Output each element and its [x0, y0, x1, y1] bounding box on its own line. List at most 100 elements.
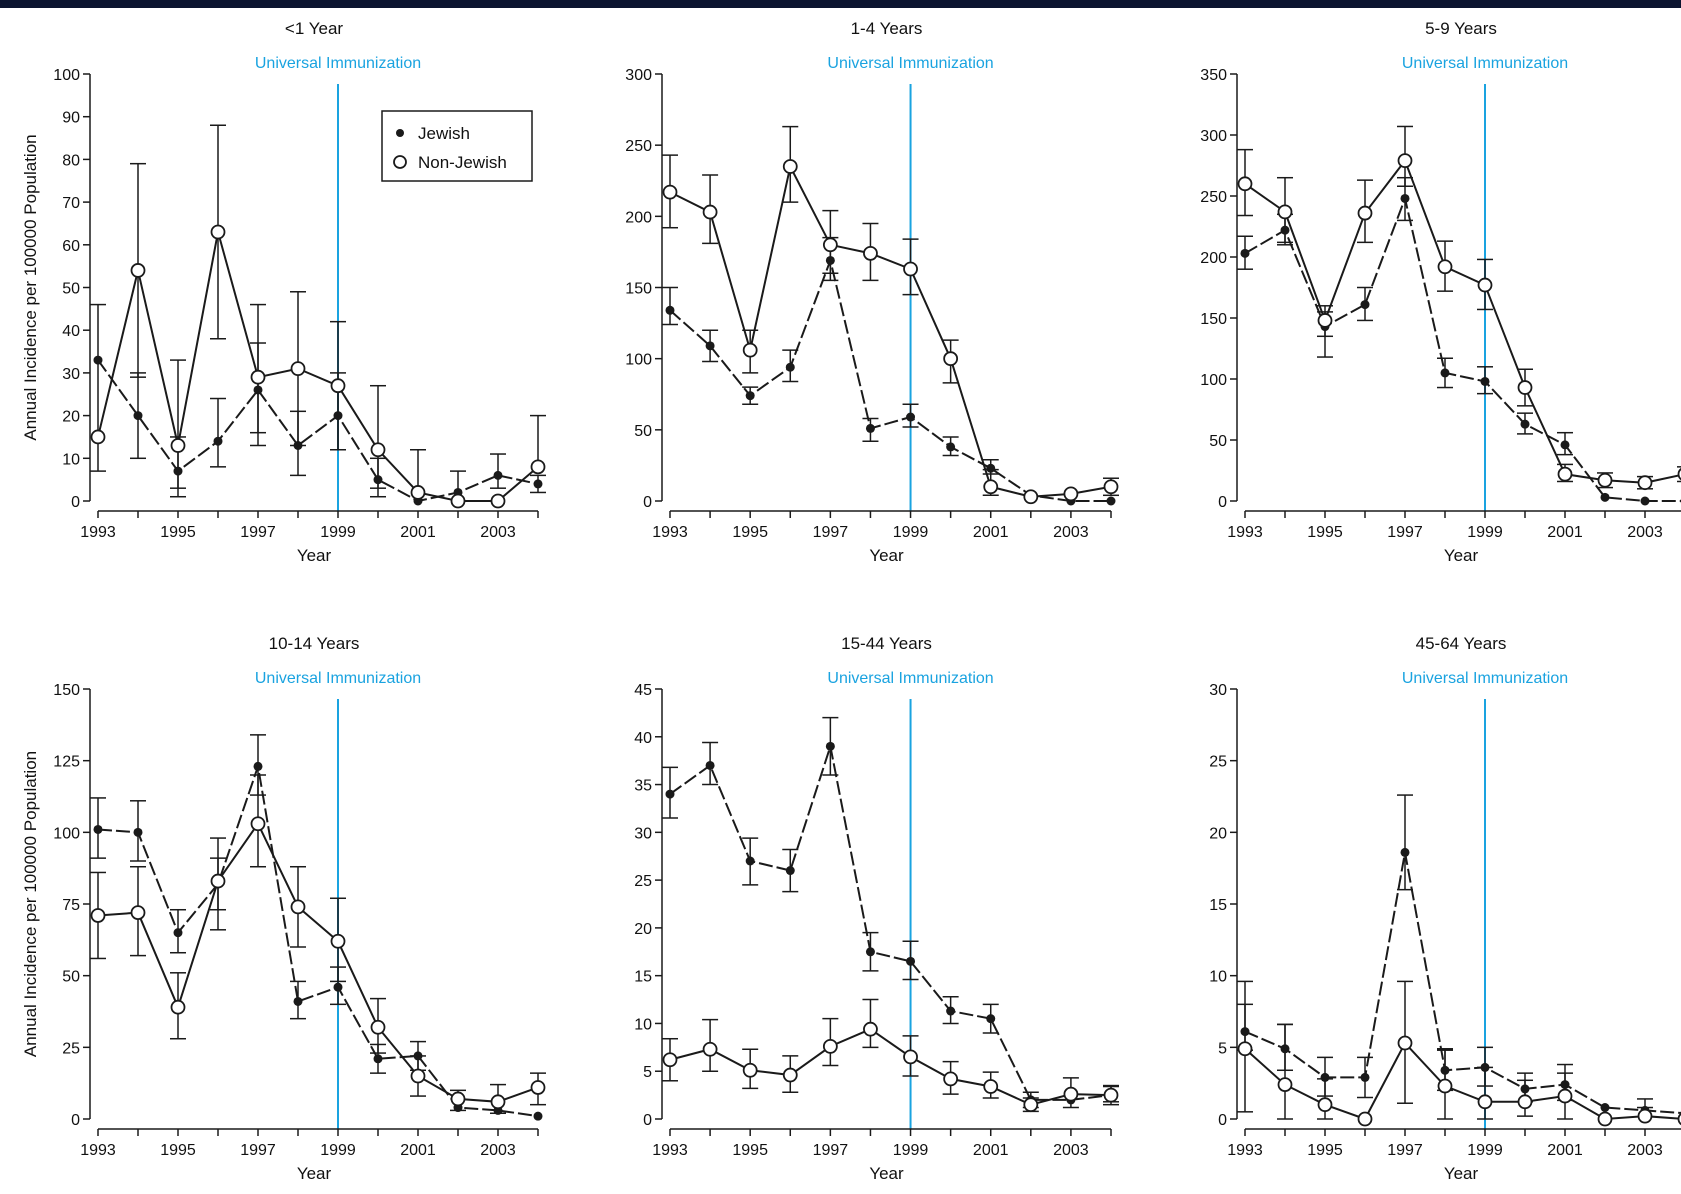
data-point [745, 391, 755, 401]
x-tick-label: 2003 [1627, 1142, 1663, 1159]
y-tick-label: 75 [62, 897, 80, 914]
data-point [1360, 300, 1370, 310]
data-point [863, 1021, 878, 1037]
chart-panel: 15-44 Years Universal Immunization 0 5 10 15 2… [634, 634, 1119, 1183]
y-tick-label: 0 [643, 1112, 652, 1129]
chart-title: 15-44 Years [841, 634, 932, 653]
immunization-label: Universal Immunization [1402, 55, 1568, 72]
series-non-jewish [662, 125, 1119, 505]
data-point [825, 741, 835, 751]
data-point [533, 479, 543, 489]
series-non-jewish [1237, 980, 1681, 1127]
x-tick-label: 2003 [1053, 524, 1089, 541]
y-tick-label: 100 [625, 352, 652, 369]
y-tick-label: 20 [62, 409, 80, 426]
chart-title: 45-64 Years [1416, 634, 1507, 653]
data-point [370, 442, 386, 458]
data-point [1437, 1078, 1453, 1094]
x-axis-label: Year [297, 1164, 332, 1183]
x-tick-label: 2001 [1547, 1142, 1583, 1159]
series-line [97, 359, 539, 503]
data-point [1360, 1072, 1370, 1082]
y-tick-label: 100 [53, 825, 80, 842]
data-point [210, 224, 226, 240]
x-tick-label: 2001 [400, 1142, 436, 1159]
data-point [1023, 489, 1039, 505]
data-point [1397, 153, 1413, 169]
x-tick-label: 2003 [480, 524, 516, 541]
data-point [662, 184, 678, 200]
y-tick-label: 0 [643, 494, 652, 511]
data-point [1320, 1072, 1330, 1082]
chart-panel: 1-4 Years Universal Immunization 0 50 100 150… [625, 19, 1119, 565]
y-tick-label: 70 [62, 195, 80, 212]
data-point [1640, 496, 1650, 506]
data-point [1517, 1094, 1533, 1110]
data-point [983, 479, 999, 495]
immunization-label: Universal Immunization [255, 55, 421, 72]
y-tick-label: 0 [1218, 1112, 1227, 1129]
data-point [1677, 1112, 1681, 1126]
data-point [1103, 479, 1119, 495]
data-point [210, 873, 226, 889]
x-tick-label: 1999 [320, 524, 356, 541]
data-point [782, 1067, 798, 1083]
y-tick-label: 50 [62, 969, 80, 986]
data-point [253, 761, 263, 771]
series-non-jewish [1237, 125, 1681, 491]
data-point [1560, 440, 1570, 450]
data-point [986, 1014, 996, 1024]
x-tick-label: 2001 [973, 524, 1009, 541]
data-point [450, 1091, 466, 1107]
x-tick-label: 2003 [480, 1142, 516, 1159]
data-point [410, 1068, 426, 1084]
data-point [490, 1094, 506, 1110]
chart-title: <1 Year [285, 19, 343, 38]
x-tick-label: 1993 [80, 1142, 116, 1159]
data-point [983, 1079, 999, 1094]
data-point [822, 237, 838, 253]
x-tick-label: 2003 [1627, 524, 1663, 541]
data-point [705, 341, 715, 351]
data-point [1063, 486, 1079, 502]
data-point [1237, 1041, 1253, 1057]
data-point [330, 378, 346, 394]
data-point [742, 342, 758, 358]
data-point [373, 1054, 383, 1064]
data-point [290, 361, 306, 377]
y-tick-label: 200 [1200, 250, 1227, 267]
data-point [213, 436, 223, 446]
y-tick-label: 30 [1209, 682, 1227, 699]
data-point [290, 899, 306, 915]
data-point [943, 351, 959, 367]
x-tick-label: 1995 [1307, 524, 1343, 541]
data-point [1240, 248, 1250, 258]
y-axis-label: Annual Incidence per 100000 Population [21, 134, 40, 440]
data-point [906, 412, 916, 422]
data-point [1357, 1111, 1373, 1127]
data-point [410, 485, 426, 500]
data-point [1277, 204, 1293, 220]
data-point [1480, 376, 1490, 386]
x-tick-label: 2003 [1053, 1142, 1089, 1159]
data-point [665, 305, 675, 315]
data-point [1477, 1094, 1493, 1110]
y-tick-label: 150 [1200, 311, 1227, 328]
chart-panel: <1 Year Universal Immunization 0 10 20 30 40 50… [21, 19, 546, 565]
y-tick-label: 50 [62, 281, 80, 298]
data-point [130, 905, 146, 920]
series-jewish [90, 734, 543, 1121]
data-point [1637, 475, 1653, 491]
y-tick-label: 200 [625, 209, 652, 226]
x-axis-label: Year [297, 546, 332, 565]
data-point [662, 1052, 678, 1068]
x-tick-label: 1995 [160, 524, 196, 541]
data-point [130, 263, 146, 278]
data-point [665, 789, 675, 799]
data-point [1106, 496, 1116, 506]
legend: Jewish Non-Jewish [381, 110, 533, 182]
data-point [1437, 259, 1453, 275]
data-point [333, 982, 343, 992]
y-tick-label: 25 [634, 873, 652, 890]
y-tick-label: 50 [634, 423, 652, 440]
